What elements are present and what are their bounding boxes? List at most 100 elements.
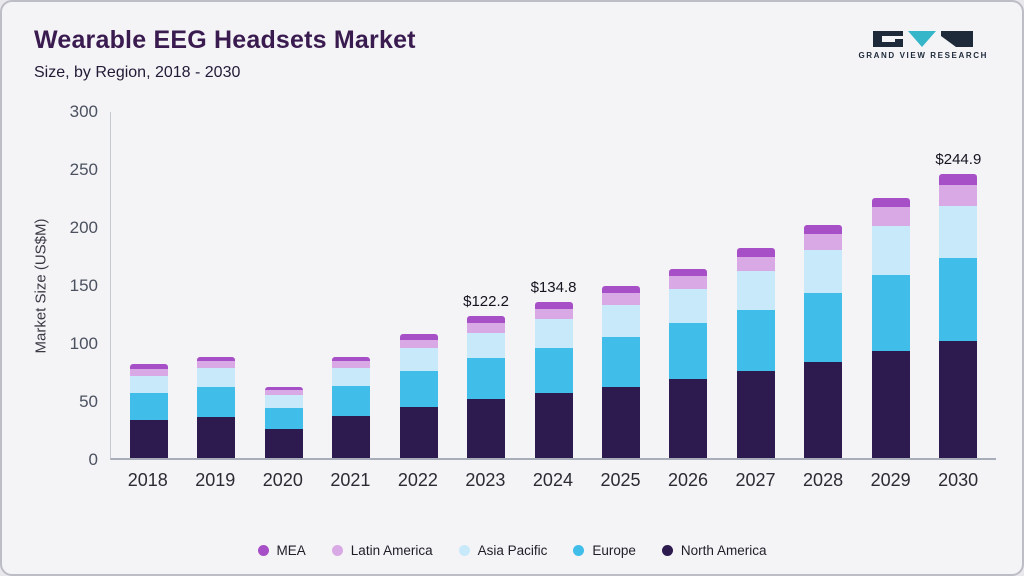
y-tick-label: 200 [69,218,98,237]
bar-stack [467,316,506,458]
bar-segment-asia-pacific [399,347,438,372]
bar-segment-europe [736,309,775,371]
x-tick-label: 2020 [262,470,303,490]
bar-segment-north-america [804,361,843,458]
bar-segment-latin-america [534,308,573,319]
bar-column: $122.2 [452,112,519,458]
total-annotation: $134.8 [530,278,577,296]
x-tick-label: 2027 [735,470,776,490]
bar-segment-europe [399,371,438,407]
bar-segment-mea [264,387,303,391]
y-tick-label: 150 [69,276,98,295]
bar-stack [197,357,236,458]
x-tick-label: 2029 [870,470,911,490]
x-tick-label: 2024 [532,470,573,490]
legend-label: Asia Pacific [477,543,548,558]
bar-segment-north-america [467,398,506,458]
bar-segment-asia-pacific [804,250,843,294]
stacked-bar-chart: Market Size (US$M) 0 50 100 150 200 250 300 $1… [28,102,996,491]
bar-column [317,112,384,458]
bar-segment-latin-america [197,360,236,368]
bar-segment-latin-america [736,257,775,272]
bar-segment-latin-america [467,323,506,333]
bar-segment-north-america [669,379,708,458]
legend-swatch-icon [661,545,673,556]
logo-mark-icon [873,31,974,47]
bar-segment-mea [197,357,236,361]
bar-segment-mea [939,173,978,186]
legend-swatch-icon [573,545,585,556]
bar-stack [534,301,573,458]
bar-segment-asia-pacific [736,271,775,310]
bar-stack [129,364,168,458]
y-axis-title: Market Size (US$M) [28,112,54,460]
y-tick-label: 100 [69,334,98,353]
bar-segment-north-america [332,416,371,458]
bar-segment-north-america [736,371,775,458]
y-tick-label: 250 [69,160,98,179]
bar-segment-north-america [534,393,573,458]
legend-item-asia-pacific: Asia Pacific [458,543,548,558]
bar-segment-asia-pacific [467,332,506,359]
legend-swatch-icon [458,545,470,556]
y-tick-label: 50 [79,392,98,411]
x-tick-label: 2021 [330,470,371,490]
bar-segment-mea [467,316,506,324]
legend-item-europe: Europe [573,543,636,558]
bar-segment-north-america [602,387,641,458]
bar-column: $244.9 [925,112,992,458]
bar-segment-europe [669,323,708,380]
bar-segment-mea [332,357,371,361]
legend-label: Europe [592,543,636,558]
grand-view-research-logo: GRAND VIEW RESEARCH [858,26,988,60]
bar-segment-europe [264,408,303,429]
bar-column [250,112,317,458]
bar-segment-latin-america [264,390,303,396]
bar-segment-mea [804,224,843,235]
bar-segment-north-america [129,419,168,458]
bar-segment-mea [534,301,573,309]
legend-item-north-america: North America [661,543,767,558]
bar-column [790,112,857,458]
x-tick-label: 2025 [600,470,641,490]
bar-column [587,112,654,458]
bar-segment-latin-america [129,368,168,376]
bar-segment-mea [871,198,910,208]
bar-segment-north-america [197,417,236,458]
bar-segment-asia-pacific [534,318,573,348]
bar-segment-europe [939,258,978,341]
chart-header: Wearable EEG Headsets Market Size, by Re… [2,2,1022,82]
bar-column [115,112,182,458]
bar-segment-asia-pacific [871,226,910,275]
bar-segment-europe [129,393,168,420]
bar-segment-latin-america [871,207,910,227]
bar-stack [602,286,641,458]
bar-segment-asia-pacific [197,367,236,388]
bar-segment-europe [871,274,910,352]
y-axis-title-text: Market Size (US$M) [32,218,50,354]
legend-label: North America [680,543,767,558]
bar-stack [804,224,843,458]
bar-segment-europe [467,358,506,399]
bar-segment-latin-america [332,360,371,368]
bar-segment-europe [602,337,641,388]
x-tick-label: 2022 [397,470,438,490]
bar-segment-europe [534,347,573,394]
bar-segment-latin-america [602,293,641,305]
bar-segment-asia-pacific [332,367,371,387]
bar-segment-north-america [939,340,978,458]
x-tick-label: 2023 [465,470,506,490]
bar-segment-asia-pacific [939,206,978,259]
legend-swatch-icon [331,545,343,556]
x-tick-label: 2019 [195,470,236,490]
x-tick-label: 2028 [803,470,844,490]
plot-area: $122.2 $134.8 $244.9 [110,112,996,460]
bar-segment-asia-pacific [129,375,168,394]
x-tick-label: 2030 [938,470,979,490]
bar-segment-europe [332,386,371,417]
bar-column [857,112,924,458]
page-title: Wearable EEG Headsets Market [34,26,416,54]
page-subtitle: Size, by Region, 2018 - 2030 [34,64,241,81]
bar-segment-latin-america [939,185,978,207]
